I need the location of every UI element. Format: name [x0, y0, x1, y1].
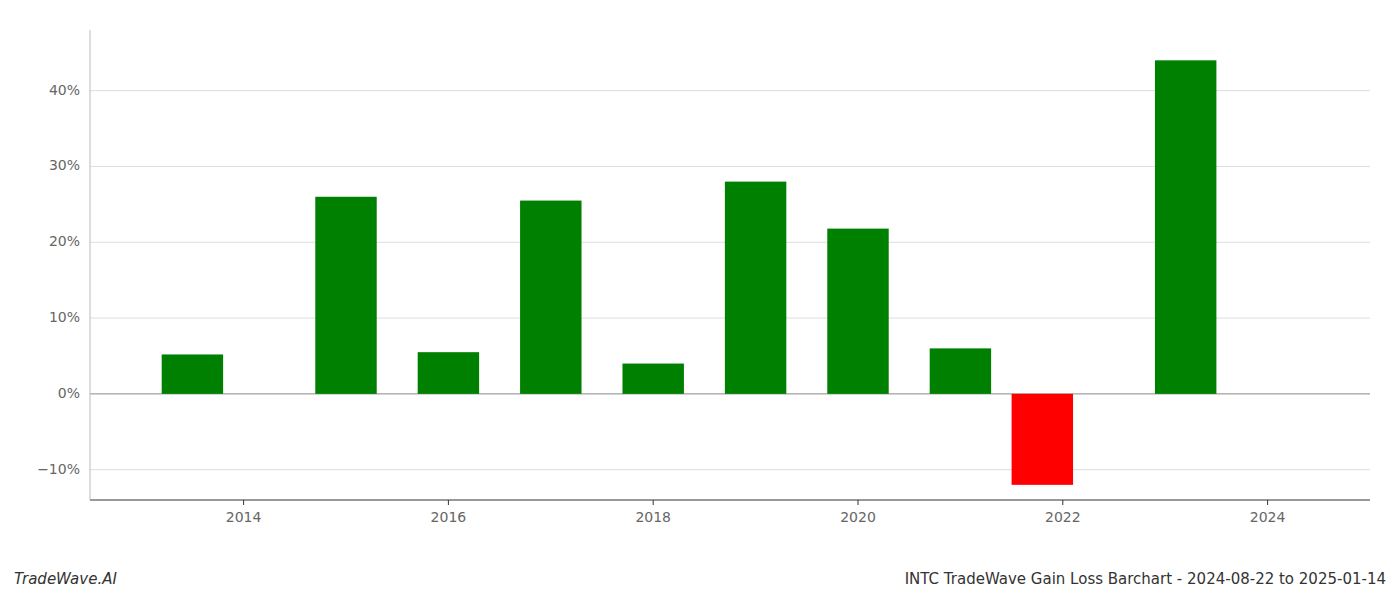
- bar: [725, 182, 786, 394]
- x-tick: [243, 500, 244, 505]
- x-tick: [1267, 500, 1268, 505]
- title: INTC TradeWave Gain Loss Barchart - 2024…: [905, 570, 1386, 588]
- y-tick-label: 20%: [49, 233, 80, 249]
- y-tick-label: 10%: [49, 309, 80, 325]
- grid-line: [90, 469, 1370, 470]
- y-axis-line: [90, 30, 91, 500]
- y-tick-labels: −10% 0% 10% 20% 30% 40%: [37, 82, 80, 477]
- bar: [315, 197, 376, 394]
- x-tick-label: 2016: [431, 509, 467, 525]
- y-tick-label: 0%: [58, 385, 80, 401]
- x-tick: [448, 500, 449, 505]
- bar: [1012, 394, 1073, 485]
- bar: [827, 229, 888, 394]
- x-tick: [653, 500, 654, 505]
- y-tick-label: 30%: [49, 157, 80, 173]
- bar: [1155, 60, 1216, 394]
- x-tick-label: 2020: [840, 509, 876, 525]
- x-tick: [1062, 500, 1063, 505]
- bar: [930, 348, 991, 393]
- x-tick-label: 2022: [1045, 509, 1081, 525]
- watermark: TradeWave.AI: [14, 570, 117, 588]
- chart-container: −10%0%10%20%30%40%2014201620182020202220…: [0, 0, 1400, 600]
- x-tick-label: 2024: [1250, 509, 1286, 525]
- x-ticks: 2014 2016 2018 2020 2022 2024: [226, 500, 1286, 525]
- bar: [622, 364, 683, 394]
- x-tick-label: 2014: [226, 509, 262, 525]
- bar: [520, 201, 581, 394]
- bar: [418, 352, 479, 394]
- x-axis-line: [90, 500, 1370, 501]
- y-tick-label: 40%: [49, 82, 80, 98]
- bar: [162, 354, 223, 393]
- chart-svg: −10%0%10%20%30%40%2014201620182020202220…: [0, 0, 1400, 600]
- y-tick-label: −10%: [37, 461, 80, 477]
- x-tick-label: 2018: [635, 509, 671, 525]
- x-tick: [858, 500, 859, 505]
- bars: [162, 60, 1217, 485]
